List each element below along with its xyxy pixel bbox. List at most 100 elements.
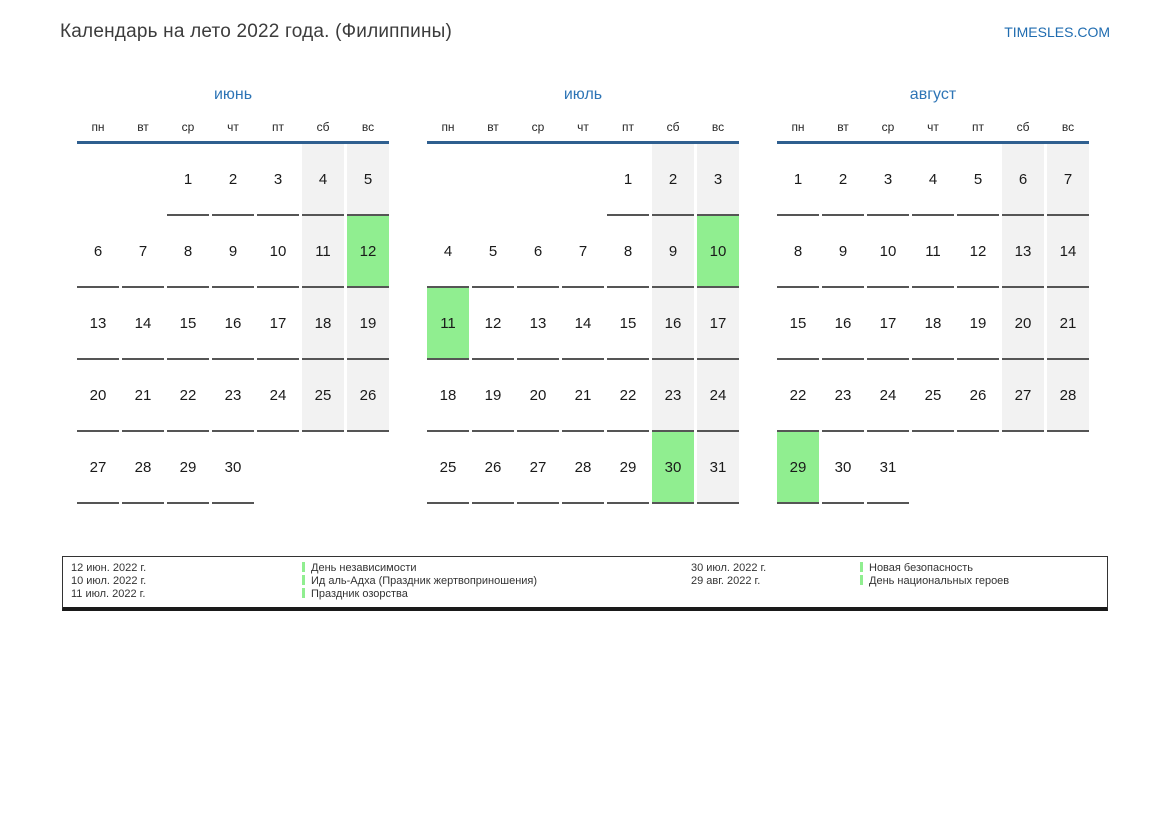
day-cell: 21 — [562, 360, 604, 432]
day-cell: 5 — [957, 144, 999, 216]
site-link[interactable]: TIMESLES.COM — [1004, 24, 1110, 40]
empty-cell — [1047, 432, 1089, 504]
day-cell: 14 — [562, 288, 604, 360]
legend-event-label: Праздник озорства — [311, 588, 408, 600]
holiday-day-cell: 10 — [697, 216, 739, 288]
weekday-label: вт — [137, 120, 149, 134]
day-cell: 5 — [472, 216, 514, 288]
weekday-label: ср — [881, 120, 895, 134]
day-cell: 1 — [777, 144, 819, 216]
weekday-label: чт — [227, 120, 239, 134]
day-cell: 3 — [867, 144, 909, 216]
day-cell: 31 — [697, 432, 739, 504]
day-cell: 18 — [302, 288, 344, 360]
day-cell: 15 — [167, 288, 209, 360]
day-cell: 19 — [472, 360, 514, 432]
legend-date: 12 июн. 2022 г. — [71, 562, 147, 574]
day-cell: 3 — [697, 144, 739, 216]
day-cell: 21 — [1047, 288, 1089, 360]
day-cell: 28 — [122, 432, 164, 504]
weekday-label: пн — [441, 120, 455, 134]
day-cell: 12 — [472, 288, 514, 360]
day-cell: 11 — [912, 216, 954, 288]
weekday-label: пн — [91, 120, 105, 134]
day-cell: 15 — [607, 288, 649, 360]
legend-event: День национальных героев — [860, 575, 1009, 588]
day-cell: 26 — [472, 432, 514, 504]
day-cell: 29 — [607, 432, 649, 504]
holiday-day-cell: 12 — [347, 216, 389, 288]
day-cell: 1 — [607, 144, 649, 216]
day-cell: 15 — [777, 288, 819, 360]
day-cell: 3 — [257, 144, 299, 216]
legend-event-label: День национальных героев — [869, 575, 1010, 587]
weekday-header-row: пн вт ср чт пт сб вс — [777, 119, 1089, 144]
weekday-label: вс — [1061, 120, 1075, 134]
empty-cell — [122, 144, 164, 216]
day-cell: 24 — [697, 360, 739, 432]
day-cell: 18 — [912, 288, 954, 360]
day-cell: 2 — [212, 144, 254, 216]
empty-cell — [257, 432, 299, 504]
page-title: Календарь на лето 2022 года. (Филиппины) — [60, 21, 453, 42]
weekday-label: пт — [272, 120, 284, 134]
day-cell: 10 — [257, 216, 299, 288]
weekday-label: вс — [711, 120, 725, 134]
day-cell: 8 — [167, 216, 209, 288]
empty-cell — [302, 432, 344, 504]
month-title: август — [909, 86, 957, 103]
legend-event: Ид аль-Адха (Праздник жертвоприношения) — [302, 575, 691, 588]
weekday-label: вт — [487, 120, 499, 134]
month-title: июнь — [213, 86, 253, 103]
day-cell: 16 — [212, 288, 254, 360]
day-cell: 23 — [822, 360, 864, 432]
holiday-marker-icon — [302, 588, 305, 598]
holiday-marker-icon — [860, 562, 863, 572]
weekday-label: пт — [972, 120, 984, 134]
day-cell: 16 — [822, 288, 864, 360]
legend-right-column: 30 июл. 2022 г. Новая безопасность 29 авг.… — [691, 562, 1009, 588]
day-cell: 7 — [562, 216, 604, 288]
day-cell: 1 — [167, 144, 209, 216]
legend-event-label: Ид аль-Адха (Праздник жертвоприношения) — [311, 575, 538, 587]
day-cell: 28 — [562, 432, 604, 504]
day-cell: 29 — [167, 432, 209, 504]
day-cell: 2 — [822, 144, 864, 216]
day-cell: 9 — [652, 216, 694, 288]
weekday-label: сб — [316, 120, 330, 134]
empty-cell — [77, 144, 119, 216]
day-cell: 20 — [77, 360, 119, 432]
legend-event-label: День независимости — [311, 562, 417, 574]
holiday-marker-icon — [302, 575, 305, 585]
month-title: июль — [563, 86, 603, 103]
calendar-months-row: июнь пн вт ср чт пт сб вс 1 2 3 4 5 6 7 8 9 10 11 12 13 14 1… — [77, 86, 1089, 504]
day-cell: 23 — [212, 360, 254, 432]
holiday-day-cell: 29 — [777, 432, 819, 504]
holiday-day-cell: 11 — [427, 288, 469, 360]
empty-cell — [427, 144, 469, 216]
day-cell: 20 — [1002, 288, 1044, 360]
day-cell: 12 — [957, 216, 999, 288]
day-cell: 10 — [867, 216, 909, 288]
day-cell: 13 — [77, 288, 119, 360]
empty-cell — [517, 144, 559, 216]
day-cell: 18 — [427, 360, 469, 432]
weekday-label: чт — [927, 120, 939, 134]
empty-cell — [472, 144, 514, 216]
day-cell: 27 — [517, 432, 559, 504]
day-cell: 17 — [257, 288, 299, 360]
month-grid: 1 2 3 4 5 6 7 8 9 10 11 12 13 14 15 16 17 18 19 20 21 22 23 24 2… — [427, 144, 739, 504]
month-july: июль пн вт ср чт пт сб вс 1 2 3 4 5 6 7 8 9 10 11 12 13 14 1… — [427, 86, 739, 504]
legend-event: День независимости — [302, 562, 691, 575]
holiday-marker-icon — [302, 562, 305, 572]
month-grid: 1 2 3 4 5 6 7 8 9 10 11 12 13 14 15 16 17 18 19 20 21 22 23 24 2… — [777, 144, 1089, 504]
day-cell: 14 — [1047, 216, 1089, 288]
weekday-label: ср — [181, 120, 195, 134]
day-cell: 26 — [957, 360, 999, 432]
day-cell: 4 — [302, 144, 344, 216]
legend-date: 10 июл. 2022 г. — [71, 575, 147, 587]
weekday-label: пт — [622, 120, 634, 134]
weekday-label: сб — [666, 120, 680, 134]
day-cell: 13 — [1002, 216, 1044, 288]
legend-date: 30 июл. 2022 г. — [691, 562, 767, 574]
